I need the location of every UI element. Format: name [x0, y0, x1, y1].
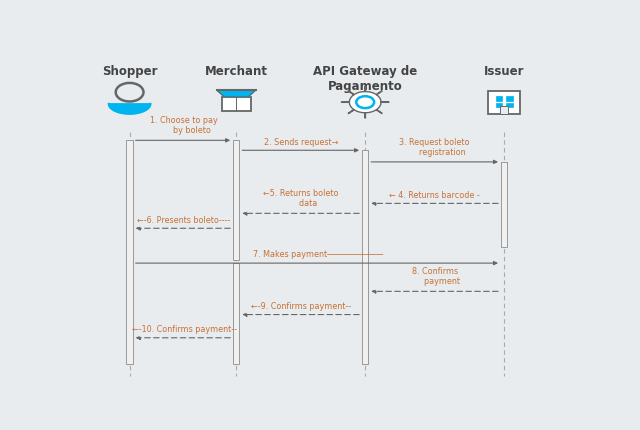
Text: ←‐10. Confirms payment‐‐: ←‐10. Confirms payment‐‐ — [132, 324, 237, 333]
Text: 2. Sends request→: 2. Sends request→ — [264, 137, 338, 146]
FancyBboxPatch shape — [126, 141, 133, 365]
Polygon shape — [217, 91, 255, 98]
Text: Issuer: Issuer — [484, 65, 524, 78]
FancyBboxPatch shape — [488, 91, 520, 114]
Text: ←5. Returns boleto
      data: ←5. Returns boleto data — [263, 188, 339, 208]
Text: Merchant: Merchant — [205, 65, 268, 78]
Text: API Gateway de
Pagamento: API Gateway de Pagamento — [313, 65, 417, 93]
Polygon shape — [341, 87, 389, 119]
Text: ←‐6. Presents boleto‐‐‐‐: ←‐6. Presents boleto‐‐‐‐ — [138, 215, 231, 224]
FancyBboxPatch shape — [222, 98, 251, 111]
Polygon shape — [109, 104, 150, 114]
FancyBboxPatch shape — [233, 141, 239, 260]
FancyBboxPatch shape — [506, 104, 513, 108]
FancyBboxPatch shape — [500, 107, 508, 114]
Text: 3. Request boleto
      registration: 3. Request boleto registration — [399, 137, 470, 157]
Text: 1. Choose to pay
      by boleto: 1. Choose to pay by boleto — [150, 116, 218, 135]
FancyBboxPatch shape — [506, 97, 513, 101]
Text: ← 4. Returns barcode -: ← 4. Returns barcode - — [389, 190, 480, 199]
FancyBboxPatch shape — [501, 163, 508, 247]
Text: ←‐9. Confirms payment‐‐: ←‐9. Confirms payment‐‐ — [251, 301, 351, 310]
Text: 8. Confirms
      payment: 8. Confirms payment — [409, 266, 460, 286]
FancyBboxPatch shape — [362, 151, 369, 365]
Text: 7. Makes payment―――――――: 7. Makes payment――――――― — [253, 250, 383, 259]
FancyBboxPatch shape — [233, 264, 239, 365]
FancyBboxPatch shape — [495, 97, 502, 101]
Text: Shopper: Shopper — [102, 65, 157, 78]
FancyBboxPatch shape — [495, 104, 502, 108]
